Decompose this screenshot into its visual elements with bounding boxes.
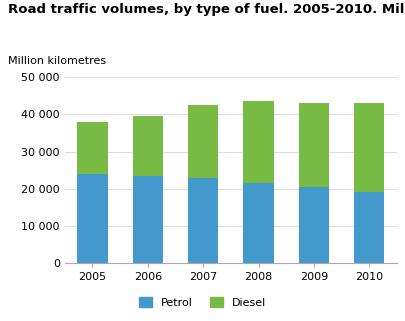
Bar xyxy=(354,103,384,193)
Text: Road traffic volumes, by type of fuel. 2005-2010. Million kilometres: Road traffic volumes, by type of fuel. 2… xyxy=(8,3,405,16)
Bar xyxy=(77,174,108,263)
Legend: Petrol, Diesel: Petrol, Diesel xyxy=(134,293,271,312)
Bar xyxy=(243,101,274,183)
Bar xyxy=(298,103,329,187)
Bar xyxy=(188,105,218,178)
Bar xyxy=(188,178,218,263)
Bar xyxy=(132,176,163,263)
Bar xyxy=(77,122,108,174)
Text: Million kilometres: Million kilometres xyxy=(8,56,106,66)
Bar xyxy=(243,183,274,263)
Bar xyxy=(298,187,329,263)
Bar xyxy=(354,193,384,263)
Bar xyxy=(132,116,163,176)
